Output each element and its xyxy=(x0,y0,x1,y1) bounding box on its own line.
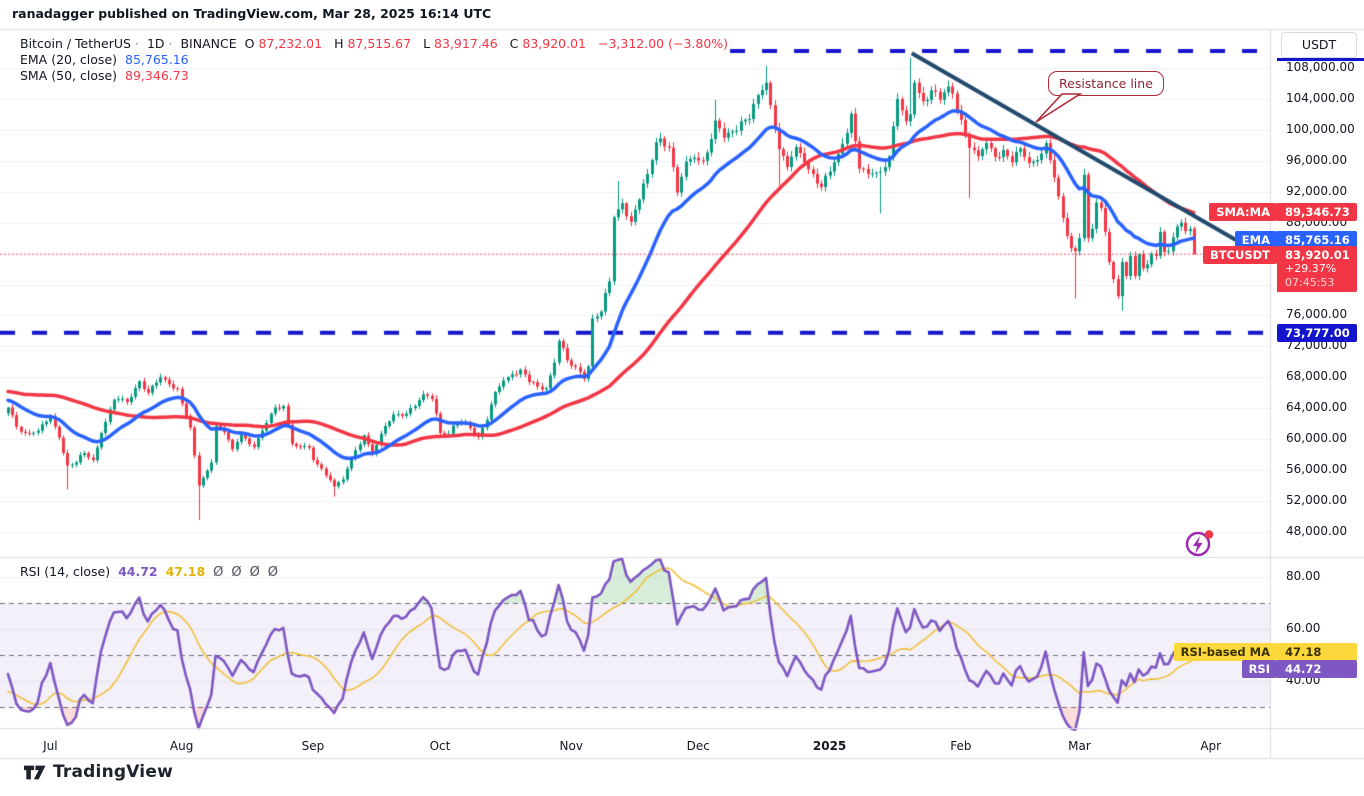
price-change-percent: +29.37% xyxy=(1285,262,1337,275)
ema-axis-value: 85,765.16 xyxy=(1277,231,1357,249)
symbol-axis-label: BTCUSDT xyxy=(1202,246,1277,264)
ohlc-open: O 87,232.01 xyxy=(244,36,323,51)
last-price-axis-value: 83,920.01 +29.37% 07:45:53 xyxy=(1277,246,1357,292)
price-axis-label: 64,000.00 xyxy=(1286,400,1348,415)
rsi-ma-value: 47.18 xyxy=(165,564,206,579)
change-label: −3,312.00 (−3.80%) xyxy=(598,36,729,51)
callout-tail xyxy=(1035,93,1083,123)
rsi-axis-value: 44.72 xyxy=(1277,660,1357,678)
interval-label: 1D xyxy=(146,36,165,51)
rsi-ma-axis-label: RSI-based MA xyxy=(1173,643,1277,661)
ema-value: 85,765.16 xyxy=(125,52,189,67)
rsi-axis-label: 80.00 xyxy=(1286,569,1321,583)
price-axis-label: 92,000.00 xyxy=(1286,183,1348,198)
sma-value: 89,346.73 xyxy=(125,68,189,83)
empty-value-icon[interactable]: Ø xyxy=(249,565,260,580)
price-axis-label: 100,000.00 xyxy=(1286,121,1355,136)
time-axis-label: Nov xyxy=(559,739,583,753)
symbol-name: Bitcoin / TetherUS xyxy=(20,36,131,51)
rsi-ma-axis-value: 47.18 xyxy=(1277,643,1357,661)
last-price: 83,920.01 xyxy=(1285,248,1350,262)
bar-countdown: 07:45:53 xyxy=(1285,276,1335,289)
ohlc-low: L 83,917.46 xyxy=(423,36,498,51)
price-axis-label: 60,000.00 xyxy=(1286,431,1348,446)
empty-value-icon[interactable]: Ø xyxy=(267,565,279,580)
currency-unit-button[interactable]: USDT xyxy=(1281,32,1357,58)
rsi-name: RSI (14, close) xyxy=(20,564,111,579)
tradingview-logo-icon xyxy=(24,765,46,780)
time-axis-label: Feb xyxy=(950,739,972,753)
currency-underline xyxy=(1277,58,1364,61)
empty-value-icon[interactable]: Ø xyxy=(231,565,242,580)
rsi-axis-label: RSI xyxy=(1241,660,1277,678)
time-axis-label: Aug xyxy=(169,739,194,753)
tradingview-logo-text: TradingView xyxy=(53,762,173,782)
publish-header: ranadagger published on TradingView.com,… xyxy=(12,6,492,21)
sma-axis-label: SMA:MA xyxy=(1209,203,1277,221)
ema-axis-label: EMA xyxy=(1234,231,1277,249)
time-axis-label: Apr xyxy=(1200,739,1222,753)
resistance-line-callout[interactable]: Resistance line xyxy=(1048,71,1164,96)
time-axis-label: Sep xyxy=(301,739,325,753)
quick-trade-flash-icon[interactable] xyxy=(1183,528,1215,560)
price-axis-label: 104,000.00 xyxy=(1286,90,1355,105)
time-axis-label: Mar xyxy=(1068,739,1091,753)
ohlc-high: H 87,515.67 xyxy=(334,36,412,51)
symbol-legend-row[interactable]: Bitcoin / TetherUS · 1D · BINANCE O 87,232.… xyxy=(20,36,729,51)
time-axis-label: Dec xyxy=(686,739,710,753)
time-axis-label: Jul xyxy=(43,739,58,753)
price-axis-label: 48,000.00 xyxy=(1286,523,1348,538)
ohlc-close: C 83,920.01 xyxy=(509,36,587,51)
time-axis-label: 2025 xyxy=(812,739,847,753)
support-level-axis-value: 73,777.00 xyxy=(1277,324,1357,342)
sma-legend-row[interactable]: SMA (50, close) 89,346.73 xyxy=(20,68,193,83)
empty-value-icon[interactable]: Ø xyxy=(213,565,224,580)
exchange-label: BINANCE xyxy=(180,36,237,51)
rsi-axis-label: 60.00 xyxy=(1286,621,1321,635)
rsi-value: 44.72 xyxy=(118,564,158,579)
time-axis-label: Oct xyxy=(429,739,451,753)
ema-name: EMA (20, close) xyxy=(20,52,118,67)
price-axis-label: 76,000.00 xyxy=(1286,307,1348,322)
price-axis-label: 52,000.00 xyxy=(1286,493,1348,508)
price-axis-label: 96,000.00 xyxy=(1286,152,1348,167)
rsi-legend-row[interactable]: RSI (14, close) 44.72 47.18 Ø Ø Ø Ø xyxy=(20,564,282,580)
ema-legend-row[interactable]: EMA (20, close) 85,765.16 xyxy=(20,52,193,67)
price-axis-label: 68,000.00 xyxy=(1286,369,1348,384)
price-axis-label: 108,000.00 xyxy=(1286,60,1355,74)
price-axis-label: 56,000.00 xyxy=(1286,462,1348,477)
sma-axis-value: 89,346.73 xyxy=(1277,203,1357,221)
sma-name: SMA (50, close) xyxy=(20,68,118,83)
tradingview-logo[interactable]: TradingView xyxy=(24,762,173,782)
